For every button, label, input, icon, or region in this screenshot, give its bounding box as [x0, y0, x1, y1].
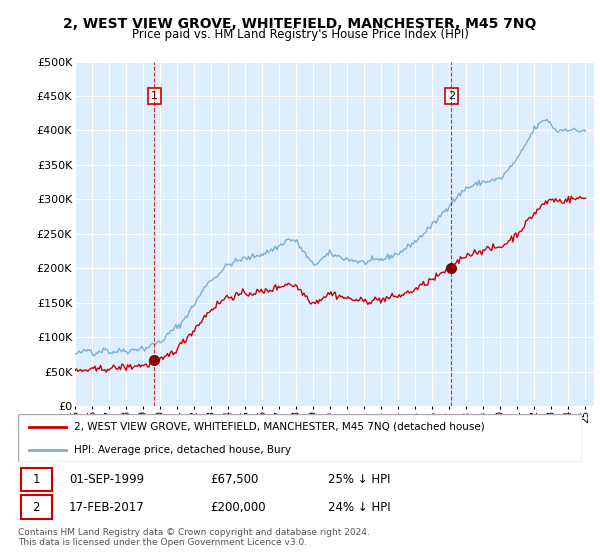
FancyBboxPatch shape [21, 496, 52, 519]
Text: £67,500: £67,500 [210, 473, 258, 486]
Text: 17-FEB-2017: 17-FEB-2017 [69, 501, 145, 514]
Text: 01-SEP-1999: 01-SEP-1999 [69, 473, 144, 486]
Text: 24% ↓ HPI: 24% ↓ HPI [328, 501, 391, 514]
Text: 25% ↓ HPI: 25% ↓ HPI [328, 473, 391, 486]
Text: 1: 1 [151, 91, 158, 101]
FancyBboxPatch shape [21, 468, 52, 491]
Text: Contains HM Land Registry data © Crown copyright and database right 2024.
This d: Contains HM Land Registry data © Crown c… [18, 528, 370, 547]
Text: £200,000: £200,000 [210, 501, 265, 514]
Text: 1: 1 [32, 473, 40, 486]
Text: 2, WEST VIEW GROVE, WHITEFIELD, MANCHESTER, M45 7NQ: 2, WEST VIEW GROVE, WHITEFIELD, MANCHEST… [64, 17, 536, 31]
Text: 2: 2 [32, 501, 40, 514]
Text: Price paid vs. HM Land Registry's House Price Index (HPI): Price paid vs. HM Land Registry's House … [131, 28, 469, 41]
Text: 2: 2 [448, 91, 455, 101]
Text: HPI: Average price, detached house, Bury: HPI: Average price, detached house, Bury [74, 445, 292, 455]
FancyBboxPatch shape [18, 414, 582, 462]
Text: 2, WEST VIEW GROVE, WHITEFIELD, MANCHESTER, M45 7NQ (detached house): 2, WEST VIEW GROVE, WHITEFIELD, MANCHEST… [74, 422, 485, 432]
